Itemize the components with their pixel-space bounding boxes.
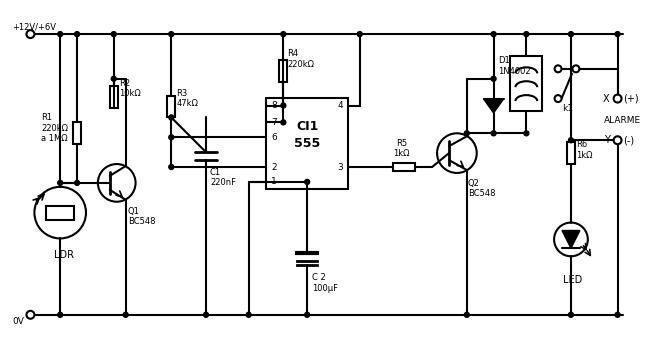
Circle shape bbox=[169, 135, 174, 140]
Text: X: X bbox=[603, 94, 609, 103]
Text: 4: 4 bbox=[337, 101, 343, 110]
Circle shape bbox=[75, 32, 80, 37]
Bar bbox=[73, 122, 81, 144]
Circle shape bbox=[58, 32, 63, 37]
Text: Q1
BC548: Q1 BC548 bbox=[128, 207, 155, 226]
Bar bbox=[279, 60, 288, 82]
Text: 0V: 0V bbox=[12, 317, 25, 326]
Bar bbox=[267, 98, 348, 189]
Circle shape bbox=[569, 312, 574, 317]
Text: LED: LED bbox=[563, 275, 583, 285]
Circle shape bbox=[491, 32, 496, 37]
Circle shape bbox=[169, 115, 174, 120]
Circle shape bbox=[246, 312, 251, 317]
Circle shape bbox=[169, 32, 174, 37]
Circle shape bbox=[281, 120, 286, 125]
Text: C 2
100μF: C 2 100μF bbox=[312, 273, 338, 292]
Circle shape bbox=[569, 138, 574, 143]
Circle shape bbox=[613, 95, 622, 102]
Text: 6: 6 bbox=[271, 133, 277, 142]
Bar bbox=[110, 86, 117, 107]
Text: R2
10kΩ: R2 10kΩ bbox=[119, 79, 140, 98]
Circle shape bbox=[569, 32, 574, 37]
Text: Q2
BC548: Q2 BC548 bbox=[468, 179, 495, 198]
Bar bbox=[393, 163, 415, 171]
Circle shape bbox=[204, 312, 208, 317]
Circle shape bbox=[75, 180, 80, 185]
Text: (-): (-) bbox=[624, 135, 635, 145]
Text: LDR: LDR bbox=[54, 250, 74, 260]
Text: R5
1kΩ: R5 1kΩ bbox=[393, 139, 410, 158]
Circle shape bbox=[111, 32, 116, 37]
Circle shape bbox=[613, 136, 622, 144]
Circle shape bbox=[464, 312, 469, 317]
Circle shape bbox=[27, 30, 34, 38]
Text: R1
220kΩ
a 1MΩ: R1 220kΩ a 1MΩ bbox=[42, 114, 68, 143]
Text: R3
47kΩ: R3 47kΩ bbox=[177, 89, 198, 108]
Circle shape bbox=[524, 32, 529, 37]
Polygon shape bbox=[484, 99, 504, 113]
Bar bbox=[511, 56, 542, 111]
Text: 3: 3 bbox=[337, 163, 343, 171]
Circle shape bbox=[58, 180, 63, 185]
Circle shape bbox=[281, 103, 286, 108]
Circle shape bbox=[464, 131, 469, 136]
Text: CI1
555: CI1 555 bbox=[294, 120, 320, 150]
Bar bbox=[46, 206, 74, 220]
Circle shape bbox=[27, 311, 34, 319]
Text: D1
1N4002: D1 1N4002 bbox=[498, 56, 531, 76]
Circle shape bbox=[281, 32, 286, 37]
Text: Y: Y bbox=[604, 135, 609, 145]
Circle shape bbox=[304, 179, 310, 184]
Circle shape bbox=[111, 76, 116, 81]
Text: C1
220nF: C1 220nF bbox=[210, 168, 236, 187]
Circle shape bbox=[615, 32, 620, 37]
Text: 2: 2 bbox=[271, 163, 277, 171]
Circle shape bbox=[58, 312, 63, 317]
Circle shape bbox=[491, 76, 496, 81]
Text: 8: 8 bbox=[271, 101, 277, 110]
Text: R6
1kΩ: R6 1kΩ bbox=[576, 141, 593, 160]
Text: 1: 1 bbox=[271, 177, 277, 186]
Text: k1: k1 bbox=[563, 103, 574, 113]
Circle shape bbox=[555, 65, 561, 72]
Text: 7: 7 bbox=[271, 118, 277, 127]
Circle shape bbox=[555, 95, 561, 102]
Polygon shape bbox=[562, 231, 580, 248]
Circle shape bbox=[304, 312, 310, 317]
Bar bbox=[567, 142, 575, 164]
Text: R4
220kΩ: R4 220kΩ bbox=[288, 49, 314, 69]
Bar bbox=[167, 96, 175, 117]
Circle shape bbox=[169, 165, 174, 169]
Circle shape bbox=[615, 312, 620, 317]
Circle shape bbox=[524, 131, 529, 136]
Circle shape bbox=[357, 32, 362, 37]
Circle shape bbox=[491, 131, 496, 136]
Text: ALARME: ALARME bbox=[604, 116, 641, 125]
Circle shape bbox=[572, 65, 580, 72]
Text: (+): (+) bbox=[624, 94, 639, 103]
Text: +12V/+6V: +12V/+6V bbox=[12, 22, 56, 31]
Circle shape bbox=[123, 312, 128, 317]
